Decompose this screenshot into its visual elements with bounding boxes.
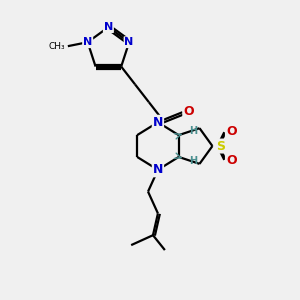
Text: H: H — [189, 156, 197, 166]
Text: N: N — [153, 163, 163, 176]
Text: N: N — [83, 37, 92, 47]
Text: O: O — [226, 154, 237, 167]
Text: O: O — [183, 105, 194, 118]
Text: S: S — [216, 140, 225, 152]
Text: CH₃: CH₃ — [48, 42, 65, 51]
Text: N: N — [124, 37, 134, 47]
Text: O: O — [226, 125, 237, 138]
Text: H: H — [189, 126, 197, 136]
Text: N: N — [104, 22, 113, 32]
Text: N: N — [153, 116, 163, 129]
